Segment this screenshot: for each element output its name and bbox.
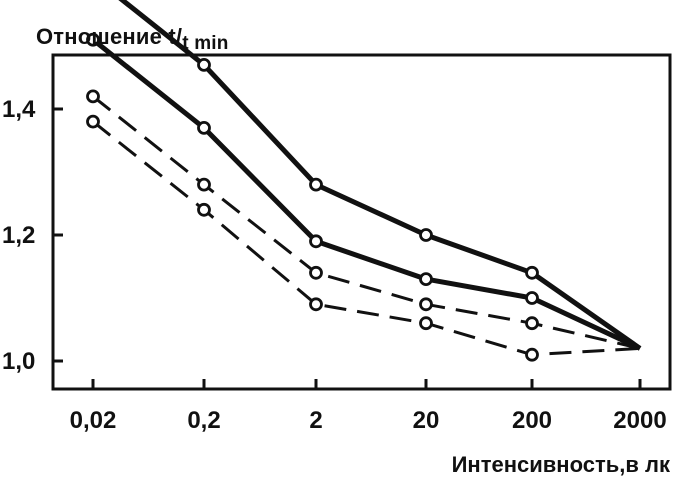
plot-frame [51,53,672,391]
series-1-point [525,265,539,280]
series-2-point [525,291,539,305]
series-1-point [419,228,433,242]
x-tick-label: 20 [413,407,440,434]
series-3-point [86,89,100,104]
series-3-point [419,297,433,312]
x-axis-ticks: 0,02 0,2 2 20 200 2000 [70,379,667,434]
series-group [86,0,642,362]
y-tick-label: 1,2 [2,222,35,249]
series-line-1 [118,0,642,351]
series-4-point [86,114,100,129]
series-line-4 [92,120,641,357]
x-axis-label: Интенсивность,в лк [451,452,670,477]
series-2-point [309,234,323,249]
series-3-point [197,177,211,192]
series-2-point [419,272,433,287]
series-4-point [197,202,211,217]
series-line-2 [91,37,642,351]
y-tick-label: 1,0 [2,348,35,375]
series-1-point [197,58,211,72]
series-4-point [525,347,539,362]
series-line-3 [92,95,641,350]
y-axis-label: Отношение t/t min [36,24,229,54]
x-tick-label: 0,02 [70,407,117,434]
series-3-point [525,316,539,331]
y-tick-label: 1,4 [2,96,36,123]
y-axis-ticks: 1,61,41,21,0 [2,96,63,375]
x-tick-label: 200 [512,407,552,434]
x-tick-label: 2 [309,407,322,434]
series-2-point [86,32,100,47]
x-tick-label: 0,2 [187,407,220,434]
series-4-point [419,316,433,331]
series-2-point [197,121,211,135]
series-4-point [309,297,323,312]
series-3-point [309,265,323,280]
x-tick-label: 2000 [613,407,666,434]
series-1-point [309,177,323,192]
